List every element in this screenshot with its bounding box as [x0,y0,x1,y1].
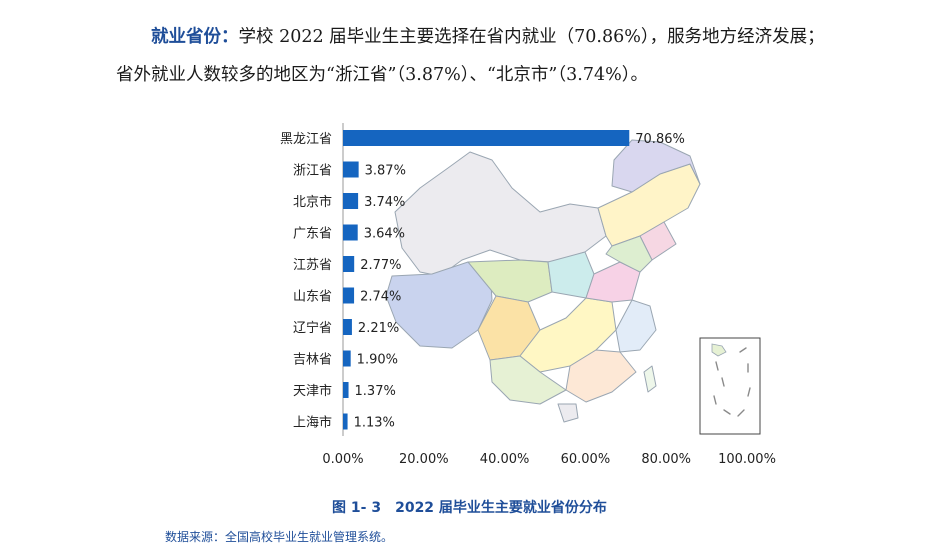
category-label: 上海市 [293,415,332,431]
value-label: 70.86% [635,132,685,147]
intro-paragraph: 就业省份：学校 2022 届毕业生主要选择在省内就业（70.86%），服务地方经… [116,18,836,94]
bar [343,382,349,398]
x-tick-label: 20.00% [399,452,449,467]
bar [343,319,352,335]
category-label: 黑龙江省 [280,132,332,147]
category-label: 广东省 [293,227,332,242]
value-label: 3.74% [364,195,405,210]
category-label: 辽宁省 [293,320,332,336]
value-label: 1.13% [354,416,395,431]
bar [343,256,355,272]
bar [343,161,359,178]
x-tick-label: 60.00% [561,452,611,467]
figure-caption: 图 1- 3 2022 届毕业生主要就业省份分布 [332,500,607,516]
value-label: 3.87% [365,164,406,179]
value-label: 1.37% [355,384,396,399]
value-label: 1.90% [357,353,398,368]
value-label: 3.64% [364,227,405,242]
x-tick-label: 40.00% [480,452,530,467]
x-tick-label: 80.00% [641,452,691,467]
value-label: 2.21% [358,321,399,336]
bar [343,350,351,367]
value-label: 2.74% [360,290,401,305]
x-tick-label: 100.00% [718,452,776,467]
category-label: 江苏省 [293,257,332,273]
bar [343,287,355,304]
category-label: 天津市 [293,383,332,399]
bar [343,413,348,430]
bar [343,130,630,146]
china-map-background [385,139,701,423]
intro-text: 学校 2022 届毕业生主要选择在省内就业（70.86%），服务地方经济发展；省… [116,27,825,85]
south-china-sea-inset [699,337,761,435]
category-label: 山东省 [293,290,332,305]
intro-lead: 就业省份： [151,27,239,47]
data-source-note: 数据来源：全国高校毕业生就业管理系统。 [165,530,394,544]
bar [343,193,359,209]
bar [343,224,358,241]
value-label: 2.77% [360,258,401,273]
category-label: 北京市 [293,194,332,210]
x-tick-label: 0.00% [322,452,363,467]
category-label: 浙江省 [293,164,332,179]
category-label: 吉林省 [293,353,332,368]
